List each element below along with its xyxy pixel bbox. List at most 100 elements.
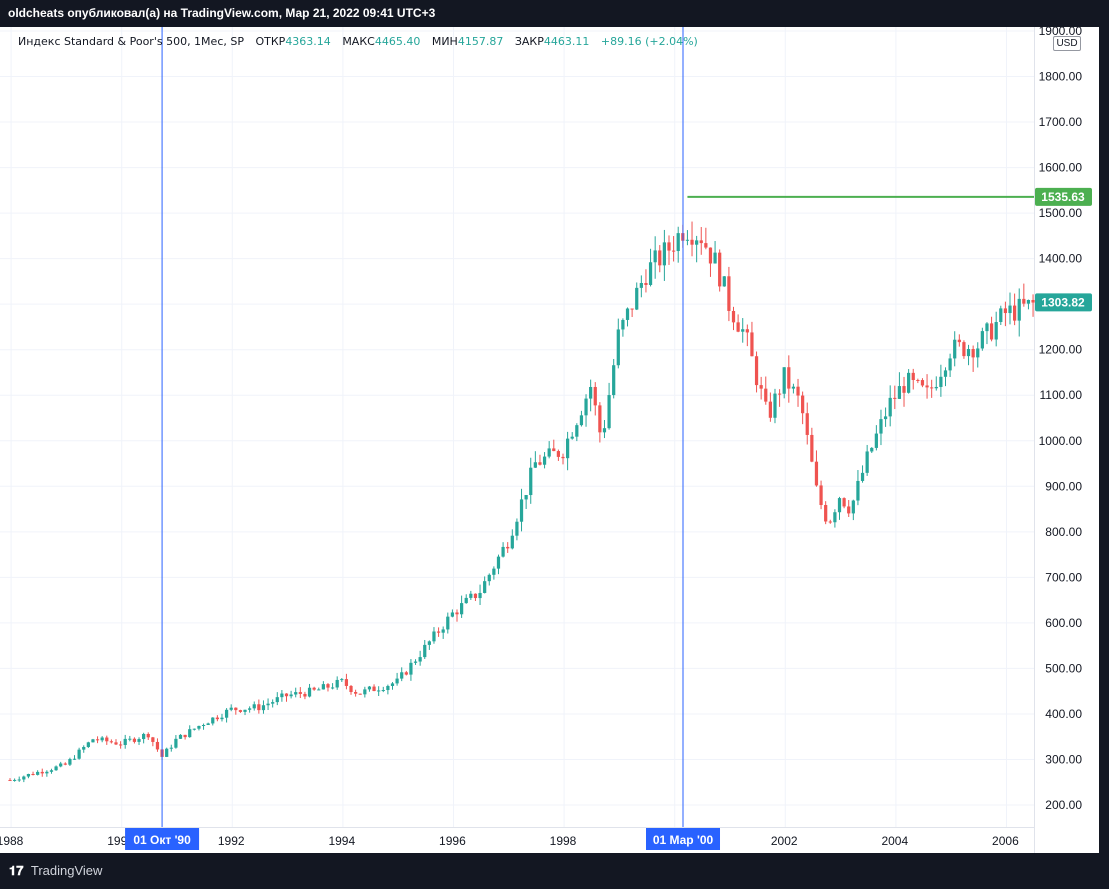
candle-body (330, 687, 335, 689)
high-value: 4465.40 (374, 35, 421, 48)
candle-body (492, 568, 496, 575)
y-tick-label: 1900.00 (1039, 27, 1083, 38)
candle-body (542, 456, 547, 465)
candle-body (570, 436, 574, 439)
candle-body (994, 322, 998, 340)
candle-body (976, 348, 980, 358)
candle-body (188, 729, 192, 738)
candle-body (303, 693, 307, 697)
candle-body (741, 329, 745, 332)
candle-body (801, 395, 805, 414)
y-tick-label: 1600.00 (1039, 161, 1083, 175)
level-price-badge-bg (1035, 187, 1092, 206)
candle-body (109, 741, 113, 743)
footer: 𝟏𝟕 TradingView (0, 853, 1109, 889)
candle-body (363, 689, 367, 695)
candle-body (598, 405, 602, 433)
candle-body (713, 252, 717, 264)
candle-body (957, 339, 961, 343)
candle-body (298, 692, 302, 694)
candle-body (635, 287, 639, 310)
candle-body (335, 679, 339, 688)
candle-body (824, 505, 828, 522)
candle-body (367, 686, 372, 690)
candle-body (349, 685, 353, 693)
candle-body (45, 771, 49, 774)
candle-body (326, 684, 330, 688)
symbol-title: Индекс Standard & Poor's 500, 1Мес, SP (18, 35, 244, 48)
candle-body (837, 498, 842, 513)
candle-body (478, 592, 482, 599)
candle-body (589, 386, 593, 399)
y-tick-label: 1400.00 (1039, 252, 1083, 266)
candle-body (307, 687, 312, 697)
candle-body (174, 738, 178, 748)
chart-frame[interactable]: 200.00 300.00 400.00 500.00 600.00 700.00 800.… (0, 27, 1099, 853)
candle-body (1003, 308, 1008, 314)
candle-body (432, 631, 436, 642)
candle-body (648, 262, 653, 285)
candle-body (243, 709, 247, 712)
candle-body (874, 433, 878, 448)
candle-body (49, 770, 54, 772)
y-tick-label: 1800.00 (1039, 70, 1083, 84)
date-marker-label-bg (646, 828, 721, 850)
candle-body (925, 385, 929, 388)
candle-body (538, 462, 542, 465)
candle-body (377, 690, 381, 692)
candle-body (1022, 298, 1026, 304)
open-label: ОТКР (255, 35, 286, 48)
candle-body (506, 546, 510, 549)
candle-body (851, 500, 855, 514)
date-marker-label: 01 Окт '90 (133, 833, 191, 847)
candle-body (653, 250, 657, 263)
x-tick-label: 2002 (771, 834, 798, 848)
candle-body (469, 593, 473, 598)
candle-body (671, 250, 676, 252)
candle-body (455, 612, 459, 615)
date-marker-label: 01 Мар '00 (653, 833, 714, 847)
candle-body (962, 342, 966, 357)
candle-body (280, 693, 284, 698)
candle-body (17, 779, 21, 781)
y-tick-label: 1200.00 (1039, 343, 1083, 357)
candle-body (939, 376, 943, 387)
candle-body (911, 372, 915, 381)
candle-body (386, 685, 390, 691)
candle-body (317, 689, 321, 691)
candle-body (294, 692, 298, 695)
candle-body (731, 310, 736, 323)
candle-body (847, 506, 851, 514)
y-tick-label: 700.00 (1045, 570, 1082, 584)
candle-body (658, 250, 662, 266)
candle-body (427, 641, 431, 645)
candle-body (31, 773, 35, 775)
candle-body (782, 367, 786, 394)
candle-body (358, 693, 362, 695)
candle-body (593, 386, 597, 406)
candle-body (565, 438, 570, 459)
candle-body (745, 329, 749, 333)
candle-body (26, 773, 31, 777)
candle-body (907, 372, 911, 393)
candle-body (1008, 305, 1012, 314)
candle-body (676, 233, 680, 252)
candle-body (137, 739, 141, 742)
candle-body (556, 451, 561, 457)
candle-body (764, 388, 768, 402)
candle-body (354, 692, 358, 694)
candle-body (266, 703, 270, 706)
candle-body (224, 709, 229, 718)
last-price-badge-bg (1035, 293, 1092, 312)
candle-body (529, 467, 533, 496)
candle-body (828, 521, 832, 523)
currency-badge[interactable]: USD (1053, 36, 1081, 51)
candle-body (524, 495, 528, 500)
candle-body (902, 386, 906, 393)
price-chart[interactable]: 200.00 300.00 400.00 500.00 600.00 700.00 800.… (0, 27, 1099, 853)
candle-body (483, 581, 487, 593)
y-tick-label: 600.00 (1045, 616, 1082, 630)
candle-body (72, 758, 77, 760)
candle-body (893, 397, 897, 399)
candle-body (897, 386, 902, 399)
